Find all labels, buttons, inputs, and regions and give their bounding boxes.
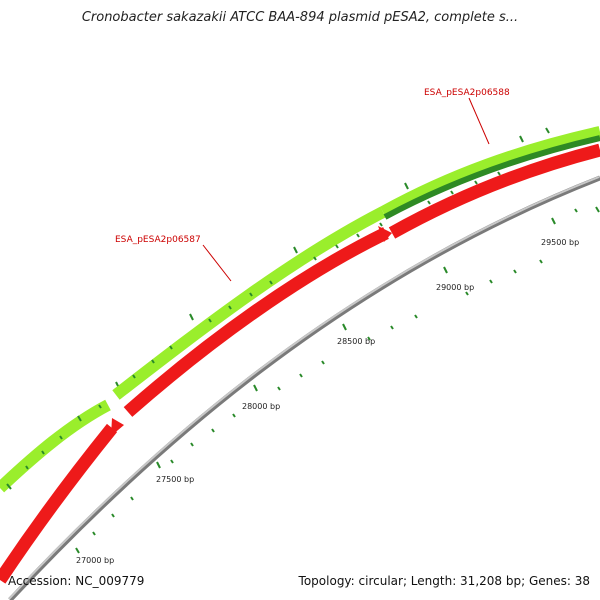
scale-label-29500: 29500 bp — [541, 238, 579, 247]
scale-label-27500: 27500 bp — [156, 475, 194, 484]
gene-label-1[interactable]: ESA_pESA2p06587 — [115, 235, 201, 245]
reverse-gene-arc-a — [0, 423, 118, 584]
tick-marks — [6, 127, 600, 554]
forward-gene-arc-c — [380, 126, 600, 218]
forward-gene-arc-a — [0, 399, 111, 493]
accession-text: Accession: NC_009779 — [8, 574, 145, 588]
scale-label-28500: 28500 bp — [337, 337, 375, 346]
scale-label-27000: 27000 bp — [76, 556, 114, 565]
backbone-ring-highlight — [8, 176, 600, 600]
reverse-gene-arc-c — [388, 143, 600, 239]
gene-label-2[interactable]: ESA_pESA2p06588 — [424, 88, 510, 98]
gene-leader-line-1 — [202, 244, 232, 282]
backbone-ring — [8, 175, 600, 600]
topology-summary: Topology: circular; Length: 31,208 bp; G… — [298, 574, 590, 588]
map-title: Cronobacter sakazakii ATCC BAA-894 plasm… — [81, 10, 519, 25]
scale-label-29000: 29000 bp — [436, 283, 474, 292]
reverse-gene-arrowhead-2 — [378, 226, 392, 242]
gene-leader-line-2 — [468, 97, 490, 145]
reverse-gene-arrowhead — [111, 418, 124, 436]
reverse-gene-arc-b — [123, 227, 389, 417]
forward-gene-arc-b — [112, 206, 386, 400]
forward-gene-arc-c-dark — [383, 135, 600, 220]
scale-label-28000: 28000 bp — [242, 402, 280, 411]
